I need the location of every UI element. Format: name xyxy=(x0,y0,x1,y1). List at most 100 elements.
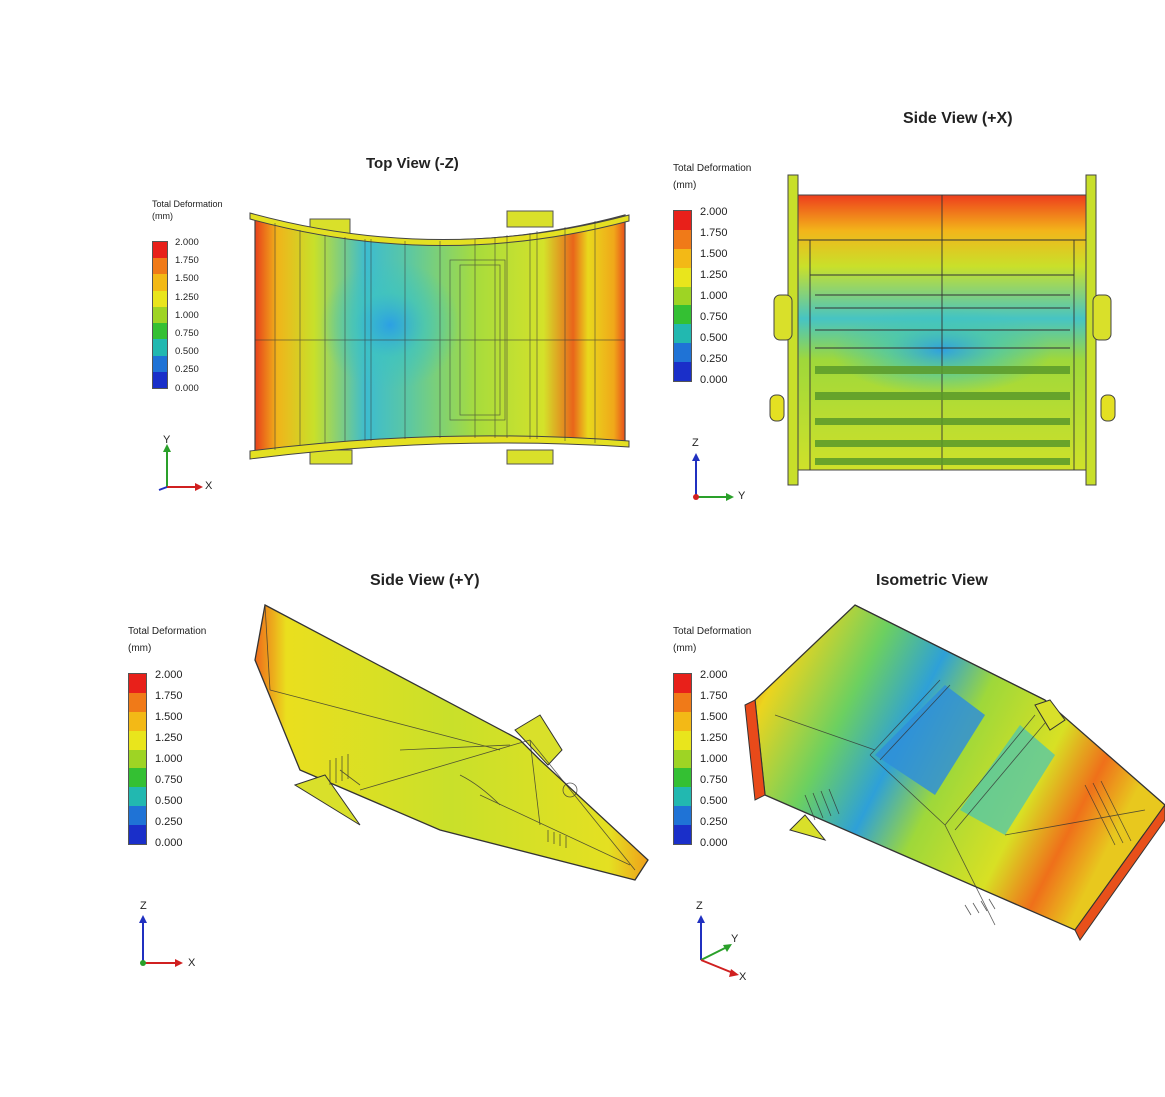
color-legend: Total Deformation (mm) 2.000 1.750 1.500 1.… xyxy=(673,623,783,853)
panel-title: Side View (+Y) xyxy=(370,572,480,589)
legend-color-segment xyxy=(674,229,691,249)
legend-value-label: 0.750 xyxy=(700,311,728,323)
legend-value-label: 0.000 xyxy=(155,837,183,849)
legend-value-label: 1.250 xyxy=(175,291,199,303)
color-legend: Total Deformation (mm) 2.000 1.750 1.500 1.… xyxy=(673,160,783,390)
legend-color-segment xyxy=(674,324,691,344)
legend-color-segment xyxy=(674,267,691,287)
legend-value-label: 0.000 xyxy=(700,374,728,386)
legend-color-segment xyxy=(674,674,691,693)
legend-value-label: 0.500 xyxy=(700,795,728,807)
legend-color-segment xyxy=(129,806,146,825)
legend-color-segment xyxy=(129,674,146,693)
legend-color-segment xyxy=(674,730,691,750)
legend-value-label: 1.500 xyxy=(700,711,728,723)
legend-value-label: 1.500 xyxy=(175,273,199,285)
legend-color-segment xyxy=(674,806,691,825)
legend-color-segment xyxy=(129,692,146,712)
legend-color-bar xyxy=(152,241,168,389)
legend-color-segment xyxy=(674,286,691,306)
legend-value-label: 2.000 xyxy=(155,669,183,681)
legend-value-label: 0.250 xyxy=(155,816,183,828)
legend-color-segment xyxy=(153,355,167,372)
coordinate-triad: Z Y X xyxy=(693,895,783,985)
legend-value-label: 1.000 xyxy=(700,753,728,765)
panel-top-view: Top View (-Z) Total Deformation (mm) 2.0… xyxy=(0,0,640,540)
deformation-model-side-x xyxy=(769,174,1116,486)
legend-value-label: 0.500 xyxy=(175,346,199,358)
legend-value-label: 0.500 xyxy=(700,332,728,344)
legend-color-segment xyxy=(674,768,691,788)
legend-color-segment xyxy=(129,825,146,844)
coordinate-triad: Z X xyxy=(133,895,213,975)
legend-color-segment xyxy=(674,787,691,807)
legend-title: Total Deformation (mm) xyxy=(128,626,207,654)
legend-value-label: 1.250 xyxy=(155,732,183,744)
legend-color-segment xyxy=(129,730,146,750)
axis-label-y: Y xyxy=(731,933,739,945)
legend-color-segment xyxy=(129,749,146,769)
axis-label-z: Z xyxy=(696,900,703,912)
legend-value-label: 0.750 xyxy=(175,328,199,339)
axis-label-y: Y xyxy=(738,490,746,502)
legend-value-label: 0.250 xyxy=(700,816,728,828)
legend-color-bar xyxy=(128,673,147,845)
legend-value-label: 1.000 xyxy=(155,753,183,765)
legend-color-segment xyxy=(129,711,146,731)
axis-label-z: Z xyxy=(692,437,699,449)
legend-title: Total Deformation (mm) xyxy=(673,626,752,654)
legend-value-label: 1.750 xyxy=(155,690,183,702)
axis-label-y: Y xyxy=(163,434,171,446)
legend-value-label: 0.250 xyxy=(175,364,199,376)
panel-title: Top View (-Z) xyxy=(366,155,459,172)
legend-value-label: 0.500 xyxy=(155,795,183,807)
legend-color-segment xyxy=(129,768,146,788)
legend-title: Total Deformation (mm) xyxy=(673,163,752,191)
legend-color-segment xyxy=(153,258,167,275)
legend-value-label: 1.750 xyxy=(175,255,199,267)
legend-color-segment xyxy=(153,371,167,388)
legend-title: Total Deformation (mm) xyxy=(152,199,223,221)
legend-color-segment xyxy=(153,242,167,259)
legend-value-label: 0.750 xyxy=(155,774,183,786)
axis-label-z: Z xyxy=(140,900,147,912)
legend-color-segment xyxy=(674,343,691,362)
legend-value-label: 2.000 xyxy=(700,669,728,681)
panel-title: Side View (+X) xyxy=(903,110,1013,127)
legend-value-label: 1.250 xyxy=(700,732,728,744)
color-legend: Total Deformation (mm) 2.000 1.750 1.500 1.… xyxy=(128,623,238,853)
legend-color-segment xyxy=(129,787,146,807)
legend-value-label: 1.500 xyxy=(155,711,183,723)
legend-value-label: 0.750 xyxy=(700,774,728,786)
axis-label-x: X xyxy=(188,957,196,969)
panel-side-view-y: Side View (+Y) Total Deformation (mm) 2.… xyxy=(0,550,650,1097)
legend-color-bar xyxy=(673,210,692,382)
panel-isometric-view: Isometric View Total Deformation (mm) 2.… xyxy=(650,550,1165,1097)
legend-value-label: 0.250 xyxy=(700,353,728,365)
panel-side-view-x: Side View (+X) Total Deformation (mm) 2.… xyxy=(640,0,1165,540)
panel-title: Isometric View xyxy=(876,572,988,589)
legend-value-label: 0.000 xyxy=(175,382,199,394)
deformation-model-side-y xyxy=(254,604,649,881)
legend-value-label: 0.000 xyxy=(700,837,728,849)
legend-color-bar xyxy=(673,673,692,845)
legend-color-segment xyxy=(674,248,691,268)
legend-value-label: 1.250 xyxy=(700,269,728,281)
legend-color-segment xyxy=(153,323,167,340)
deformation-model-top xyxy=(249,210,630,465)
coordinate-triad: Y X xyxy=(155,432,225,497)
legend-color-segment xyxy=(674,305,691,325)
legend-color-segment xyxy=(153,290,167,307)
legend-color-segment xyxy=(153,339,167,356)
legend-color-segment xyxy=(674,692,691,712)
legend-color-segment xyxy=(674,211,691,230)
legend-color-segment xyxy=(153,274,167,291)
coordinate-triad: Z Y xyxy=(688,435,768,505)
deformation-model-isometric xyxy=(744,604,1165,941)
legend-value-label: 1.000 xyxy=(700,290,728,302)
legend-color-segment xyxy=(153,306,167,324)
legend-color-segment xyxy=(674,825,691,844)
legend-color-segment xyxy=(674,749,691,769)
legend-value-label: 1.500 xyxy=(700,248,728,260)
legend-color-segment xyxy=(674,711,691,731)
